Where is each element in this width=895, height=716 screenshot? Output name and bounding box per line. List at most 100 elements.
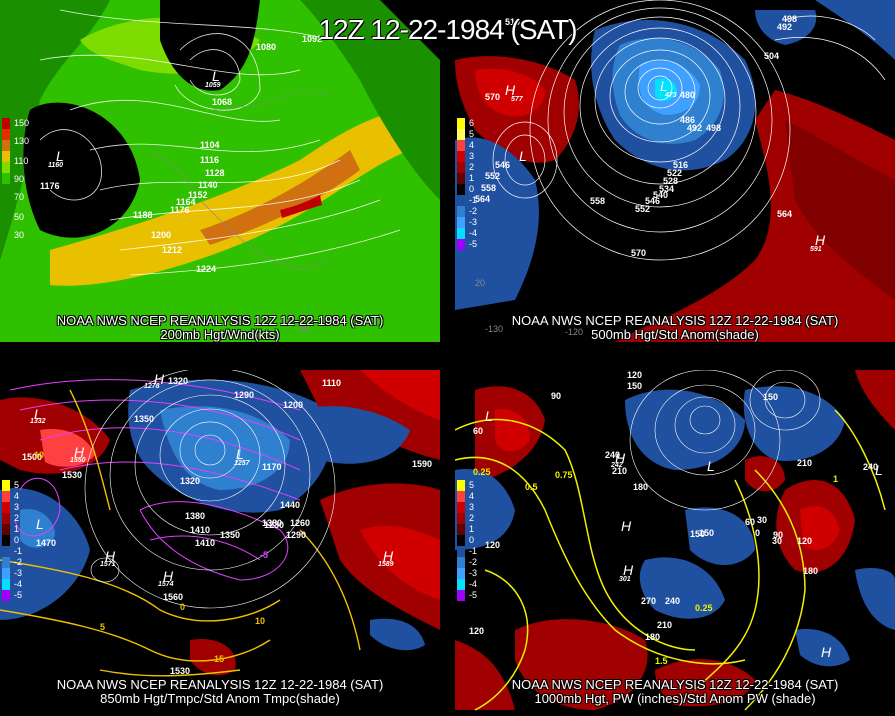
- contour-label: 552: [485, 171, 501, 181]
- contour-label: 1560: [163, 592, 184, 602]
- legend-swatch: [457, 502, 465, 513]
- contour-label: 510: [505, 17, 521, 27]
- contour-label: 1320: [180, 476, 201, 486]
- map-1000mb: [455, 370, 895, 716]
- legend-label: -4: [469, 579, 478, 589]
- center-value: 1332: [30, 418, 46, 425]
- legend-swatch: [457, 535, 465, 546]
- legend-swatch: [2, 579, 10, 590]
- legend-label: 3: [14, 502, 20, 512]
- contour-label: 150: [627, 381, 643, 391]
- contour-label: 480: [680, 90, 696, 100]
- legend-label: 1: [469, 524, 475, 534]
- legend-label: 110: [14, 156, 29, 166]
- contour-label: 1320: [168, 376, 189, 386]
- contour-label: 1176: [170, 205, 190, 215]
- contour-label: 120: [469, 626, 485, 636]
- legend-label: 3: [469, 502, 475, 512]
- longitude-tick: -120: [565, 327, 584, 337]
- legend-label: -2: [469, 206, 478, 216]
- pw-label: 0.5: [525, 482, 538, 492]
- contour-label: 210: [657, 620, 673, 630]
- contour-label: 90: [773, 530, 784, 540]
- legend-swatch: [457, 480, 465, 491]
- legend-label: 5: [469, 480, 475, 490]
- panel-200mb: 150 130 110 90 70 50 30 1092 1080 1068 1…: [0, 0, 440, 342]
- contour-label: 150: [763, 392, 779, 402]
- contour-label: 1350: [134, 414, 155, 424]
- legend-swatch: [2, 557, 10, 568]
- center-value: 1059: [205, 82, 221, 89]
- contour-label: 0: [755, 528, 761, 538]
- legend-swatch: [2, 513, 10, 524]
- legend-label: 130: [14, 136, 30, 146]
- contour-label: 492: [687, 123, 703, 133]
- high-center: H: [383, 548, 394, 564]
- contour-label: 180: [633, 482, 649, 492]
- high-center: H: [623, 562, 634, 578]
- legend-label: -5: [14, 590, 23, 600]
- contour-label: 546: [495, 160, 511, 170]
- legend-swatch: [457, 184, 465, 195]
- legend-swatch: [2, 184, 10, 195]
- contour-label: 1470: [36, 538, 57, 548]
- contour-label: 150: [699, 528, 715, 538]
- caption-line2: 500mb Hgt/Std Anom(shade): [591, 327, 759, 342]
- contour-label: 1230: [264, 520, 285, 530]
- legend-label: 70: [14, 192, 25, 202]
- caption-line1: NOAA NWS NCEP REANALYSIS 12Z 12-22-1984 …: [56, 677, 384, 692]
- contour-label: 120: [485, 540, 501, 550]
- legend-swatch: [457, 162, 465, 173]
- high-center: H: [621, 518, 632, 534]
- contour-label: 270: [641, 596, 657, 606]
- contour-label: 1200: [151, 230, 172, 240]
- contour-label: 1164: [176, 197, 196, 207]
- contour-label: 570: [485, 92, 501, 102]
- contour-label: 1224: [196, 264, 217, 274]
- contour-label: 1170: [262, 462, 282, 472]
- contour-label: 1200: [283, 400, 304, 410]
- contour-label: 1290: [234, 390, 255, 400]
- contour-label: 1260: [290, 518, 311, 528]
- contour-label: 240: [863, 462, 879, 472]
- high-center: H: [505, 82, 516, 98]
- contour-label: 1350: [220, 530, 241, 540]
- center-value: 1278: [144, 383, 160, 390]
- high-center: H: [615, 450, 626, 466]
- temp-label: 10: [255, 616, 266, 626]
- center-value: 473: [665, 92, 677, 99]
- legend-swatch: [457, 590, 465, 601]
- contour-label: 522: [667, 168, 683, 178]
- legend-swatch: [457, 557, 465, 568]
- contour-label: 540: [653, 190, 669, 200]
- center-value: 1574: [158, 581, 174, 588]
- contour-label: 210: [612, 466, 628, 476]
- legend-label: -4: [14, 579, 23, 589]
- center-value: 301: [619, 576, 631, 583]
- legend-label: -2: [14, 557, 23, 567]
- panel-500mb: 6 5 4 3 2 1 0 -1 -2 -3 -4 -5 510 498 492…: [455, 0, 895, 342]
- contour-label: 1410: [190, 525, 211, 535]
- center-value: 1550: [70, 457, 86, 464]
- caption-line1: NOAA NWS NCEP REANALYSIS 12Z 12-22-1984 …: [511, 313, 839, 328]
- legend-swatch: [457, 546, 465, 557]
- legend-850mb: 5 4 3 2 1 0 -1 -2 -3 -4 -5: [2, 480, 22, 601]
- contour-label: 30: [757, 515, 768, 525]
- center-value: 1571: [100, 561, 116, 568]
- legend-label: 0: [469, 535, 475, 545]
- legend-1000mb: 5 4 3 2 1 0 -1 -2 -3 -4 -5: [457, 480, 477, 601]
- low-center: L: [34, 406, 42, 422]
- panel-850mb: 5 4 3 2 1 0 -1 -2 -3 -4 -5 1320 1290 135…: [0, 370, 440, 716]
- legend-swatch: [457, 568, 465, 579]
- legend-label: -5: [469, 590, 478, 600]
- low-center: L: [236, 446, 244, 462]
- contour-label: 30: [772, 536, 783, 546]
- temp-label: -5: [260, 550, 269, 560]
- temp-label: 5: [100, 622, 106, 632]
- legend-500mb: 6 5 4 3 2 1 0 -1 -2 -3 -4 -5: [457, 118, 477, 250]
- contour-label: 1530: [170, 666, 191, 676]
- contour-label: 60: [745, 517, 756, 527]
- caption-1000mb: NOAA NWS NCEP REANALYSIS 12Z 12-22-1984 …: [455, 678, 895, 706]
- legend-label: 50: [14, 212, 25, 222]
- legend-swatch: [457, 579, 465, 590]
